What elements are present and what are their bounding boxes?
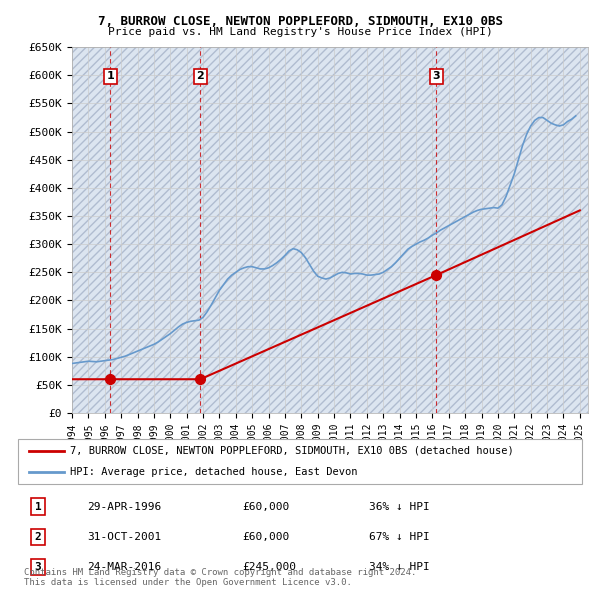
Text: 36% ↓ HPI: 36% ↓ HPI <box>369 502 430 512</box>
Text: 2: 2 <box>196 71 204 81</box>
Text: 3: 3 <box>433 71 440 81</box>
Text: 7, BURROW CLOSE, NEWTON POPPLEFORD, SIDMOUTH, EX10 0BS: 7, BURROW CLOSE, NEWTON POPPLEFORD, SIDM… <box>97 15 503 28</box>
Text: 7, BURROW CLOSE, NEWTON POPPLEFORD, SIDMOUTH, EX10 0BS (detached house): 7, BURROW CLOSE, NEWTON POPPLEFORD, SIDM… <box>70 445 514 455</box>
FancyBboxPatch shape <box>18 439 582 484</box>
Text: 67% ↓ HPI: 67% ↓ HPI <box>369 532 430 542</box>
Text: Contains HM Land Registry data © Crown copyright and database right 2024.
This d: Contains HM Land Registry data © Crown c… <box>24 568 416 587</box>
Text: Price paid vs. HM Land Registry's House Price Index (HPI): Price paid vs. HM Land Registry's House … <box>107 27 493 37</box>
Text: 1: 1 <box>35 502 41 512</box>
Text: 29-APR-1996: 29-APR-1996 <box>87 502 161 512</box>
Text: 24-MAR-2016: 24-MAR-2016 <box>87 562 161 572</box>
Text: 1: 1 <box>106 71 114 81</box>
Text: £245,000: £245,000 <box>242 562 296 572</box>
Text: 34% ↓ HPI: 34% ↓ HPI <box>369 562 430 572</box>
Text: £60,000: £60,000 <box>242 502 290 512</box>
Text: HPI: Average price, detached house, East Devon: HPI: Average price, detached house, East… <box>70 467 357 477</box>
Text: 2: 2 <box>35 532 41 542</box>
Text: 31-OCT-2001: 31-OCT-2001 <box>87 532 161 542</box>
Text: 3: 3 <box>35 562 41 572</box>
Text: £60,000: £60,000 <box>242 532 290 542</box>
